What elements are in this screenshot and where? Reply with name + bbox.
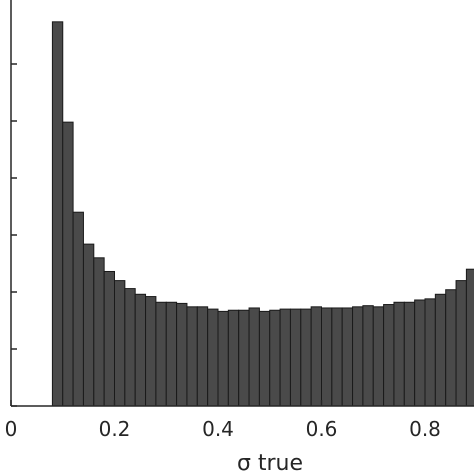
histogram-bar — [414, 299, 426, 407]
histogram-bar — [372, 306, 385, 407]
histogram-bar — [341, 307, 354, 407]
histogram-bar — [217, 310, 229, 407]
histogram-bar — [155, 301, 167, 407]
histogram-bar — [82, 243, 95, 407]
x-tick-label: 0 — [5, 417, 18, 441]
histogram-bar — [207, 308, 219, 407]
histogram-bar — [279, 308, 291, 407]
histogram-bar — [310, 306, 322, 407]
histogram-bar — [362, 305, 374, 407]
bars-group — [51, 21, 474, 407]
histogram-bar — [352, 306, 364, 407]
histogram-bar — [93, 257, 105, 407]
histogram-bar — [176, 302, 188, 407]
x-tick-label: 0.2 — [99, 417, 131, 441]
histogram-bar — [62, 121, 74, 407]
axes-group — [10, 0, 474, 407]
histogram-bar — [269, 309, 281, 407]
histogram-bar — [238, 309, 250, 407]
histogram-bar — [321, 307, 333, 407]
histogram-bar — [393, 301, 405, 407]
histogram-bar — [186, 306, 198, 407]
histogram-bar — [165, 301, 178, 407]
histogram-bar — [289, 308, 302, 407]
histogram-bar — [331, 307, 343, 407]
histogram-bar — [258, 310, 271, 407]
x-ticks-group: 0 0.2 0.4 0.6 0.8 — [5, 400, 441, 441]
x-axis-label: σ true — [237, 451, 303, 474]
histogram-bar — [383, 304, 395, 407]
histogram-bar — [434, 293, 447, 407]
histogram-bar — [145, 296, 157, 407]
x-tick-label: 0.4 — [202, 417, 234, 441]
histogram-bar — [227, 309, 240, 407]
histogram-bar — [445, 289, 457, 407]
histogram-bar — [114, 280, 126, 407]
histogram-bar — [103, 270, 116, 407]
histogram-bar — [465, 268, 474, 407]
histogram-bar — [196, 306, 209, 407]
histogram-bar — [300, 308, 312, 407]
histogram-bar — [51, 21, 64, 407]
y-ticks-group — [11, 63, 17, 407]
histogram-bar — [134, 293, 147, 407]
histogram-bar — [424, 298, 436, 407]
histogram-bar — [124, 288, 136, 407]
histogram-bar — [403, 301, 416, 407]
x-tick-label: 0.8 — [409, 417, 441, 441]
x-tick-label: 0.6 — [306, 417, 338, 441]
histogram-bar — [72, 211, 84, 407]
histogram-bar — [455, 280, 467, 407]
histogram-bar — [248, 307, 260, 407]
